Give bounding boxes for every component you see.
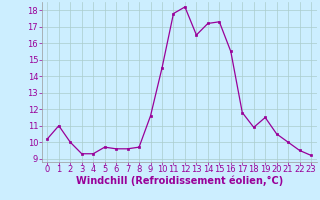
X-axis label: Windchill (Refroidissement éolien,°C): Windchill (Refroidissement éolien,°C)	[76, 176, 283, 186]
